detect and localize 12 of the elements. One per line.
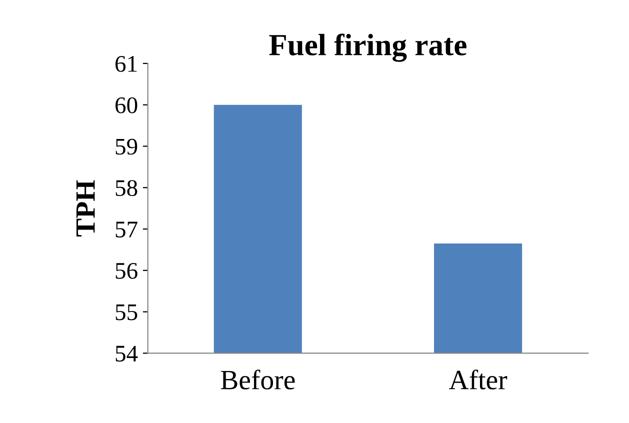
y-tick-label: 59 bbox=[116, 138, 138, 155]
y-tick-label: 56 bbox=[116, 262, 138, 279]
y-tick-label: 57 bbox=[116, 222, 138, 238]
y-tick-label: 58 bbox=[116, 180, 138, 196]
chart-title: Fuel firing rate bbox=[269, 34, 466, 62]
y-tick-label: 61 bbox=[115, 56, 137, 72]
y-tick-label: 54 bbox=[116, 346, 138, 362]
x-tick-label: Before bbox=[220, 370, 295, 390]
y-tick-label: 60 bbox=[115, 97, 138, 114]
y-axis-title: TPH bbox=[76, 180, 95, 236]
x-tick-label: After bbox=[449, 370, 508, 390]
y-tick-label: 55 bbox=[116, 304, 138, 320]
